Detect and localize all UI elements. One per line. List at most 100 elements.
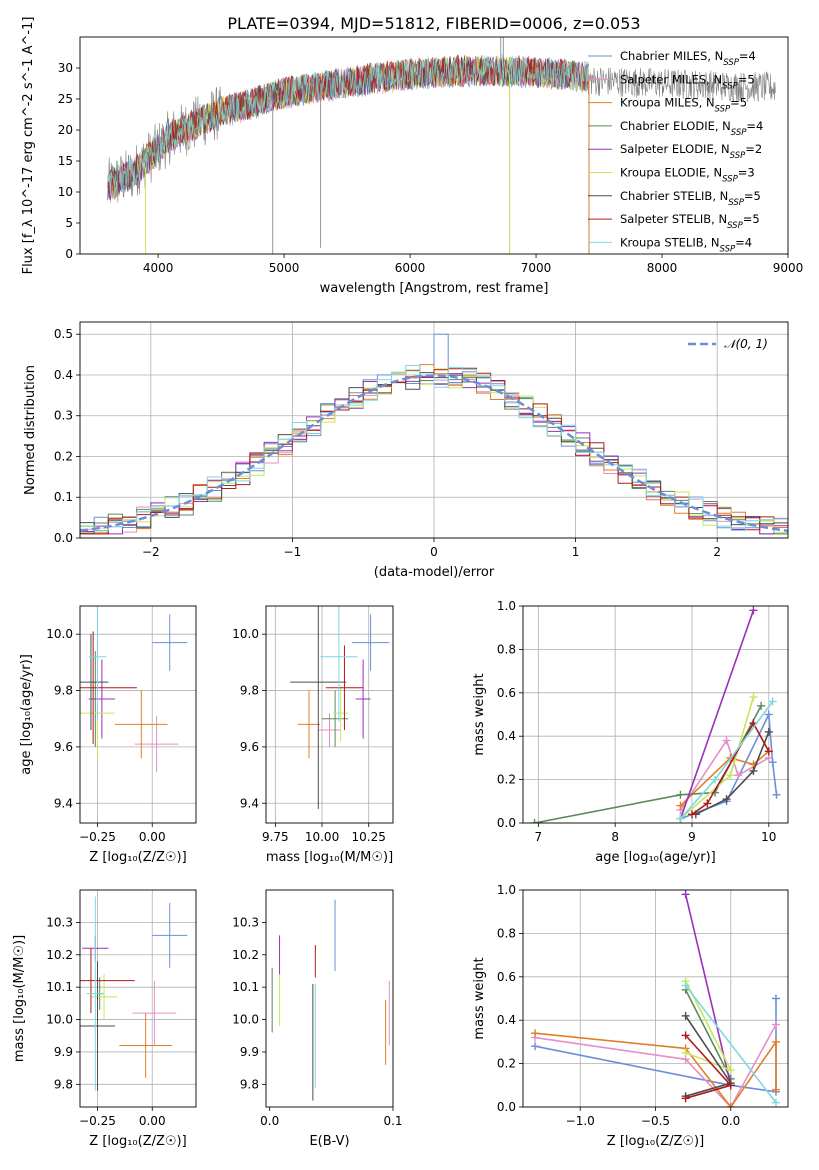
weight-line [684,894,732,1086]
gaussian-curve [80,374,788,533]
plot-area [531,890,780,1107]
legend-entry: Kroupa MILES, NSSP=5 [620,96,747,115]
y-tick-label: 25 [58,92,73,106]
error-bar-point [322,690,349,747]
age-vs-mass-panel: 9.75 10.00 10.25 9.4 9.6 9.8 10.0 mass [log₁₀(M… [232,605,394,865]
y-tick-label: 10.1 [232,980,259,994]
weight-marker [726,1103,735,1107]
model-spectrum [107,54,589,196]
weight-marker [764,727,773,736]
error-bar-point [80,961,116,1091]
weight-vs-metallicity-panel: −1.0 −0.5 0.0 0.0 0.2 0.4 0.6 0.8 1.0 Z [log₁₀(Z/… [472,883,789,1149]
y-tick-label: 0.0 [54,531,73,545]
legend-entry: Kroupa STELIB, NSSP=4 [620,235,752,254]
plot-area [271,899,390,1101]
y-tick-label: 0.0 [497,1100,516,1114]
y-tick-label: 10.2 [46,948,73,962]
legend-entry: Salpeter MILES, NSSP=5 [620,72,755,91]
weight-marker [711,775,720,784]
weight-marker [771,1098,780,1107]
x-tick-label: 6000 [395,261,426,275]
weight-marker [530,819,539,823]
weight-marker [749,766,758,775]
x-axis-label: Z [log₁₀(Z/Z☉)] [607,1134,704,1149]
y-tick-label: 0.4 [497,729,516,743]
grid [80,606,196,823]
weight-marker [681,1031,690,1040]
x-tick-label: 9.75 [262,830,289,844]
y-tick-label: 9.4 [240,796,259,810]
y-tick-label: 9.4 [54,796,73,810]
y-axis-label: Normed distribution [23,365,38,495]
y-tick-label: 10.3 [46,915,73,929]
plot-area [80,896,188,1091]
error-bar-point [80,948,135,1014]
weight-marker [726,1066,735,1075]
weight-marker [771,1085,780,1094]
x-tick-label: 0.0 [721,1114,740,1128]
weight-marker [772,790,781,799]
x-tick-label: 4000 [143,261,174,275]
y-tick-label: 30 [58,61,73,75]
weight-marker [687,810,696,819]
error-bar-point [297,690,321,759]
x-tick-label: 0 [430,545,438,559]
y-tick-label: 10.1 [46,980,73,994]
x-tick-label: 10 [761,830,776,844]
x-axis-label: Z [log₁₀(Z/Z☉)] [89,850,186,865]
x-tick-label: −0.5 [641,1114,670,1128]
x-tick-label: −0.25 [79,1114,116,1128]
x-tick-label: 0.1 [383,1114,402,1128]
error-bar-point [325,645,364,730]
model-spectrum [107,54,589,199]
error-bar-point [80,634,109,730]
weight-marker [676,814,685,823]
weight-marker [722,736,731,745]
y-tick-label: 15 [58,154,73,168]
y-axis-label: age [log₁₀(age/yr)] [19,654,34,775]
error-bar-point [132,980,177,1046]
error-bar-point [290,606,347,809]
plot-area [290,606,390,809]
axes-frame [79,36,789,255]
weight-marker [531,1042,540,1051]
error-bar-point [152,614,188,671]
x-tick-label: −0.25 [79,830,116,844]
x-tick-label: 10.25 [352,830,386,844]
x-tick-label: 0.0 [260,1114,279,1128]
x-tick-label: 0.00 [139,1114,166,1128]
x-tick-label: −1.0 [566,1114,595,1128]
weight-line [684,985,777,1104]
axes-frame [522,605,789,824]
y-tick-label: 0.3 [54,409,73,423]
y-tick-label: 0.4 [497,1013,516,1027]
y-tick-label: 0.6 [497,686,516,700]
y-tick-label: 10.3 [232,915,259,929]
y-tick-label: 9.9 [54,1045,73,1059]
error-bar-point [80,631,137,745]
x-tick-label: 10.00 [305,830,339,844]
y-tick-label: 0.1 [54,490,73,504]
grid [266,606,393,823]
error-bar-point [86,896,105,1091]
y-tick-label: 20 [58,123,73,137]
x-tick-label: 9000 [773,261,804,275]
y-tick-label: 0.2 [497,773,516,787]
y-tick-label: 10.0 [232,627,259,641]
age-vs-metallicity-panel: −0.25 0.00 9.4 9.6 9.8 10.0 Z [log₁₀(Z/Z☉)] age… [19,605,197,865]
y-axis-label: mass weight [472,957,487,1039]
error-bar-point [115,690,168,759]
y-tick-label: 0.5 [54,327,73,341]
weight-marker [681,1048,690,1057]
histogram-series [80,365,788,532]
error-bar-point [320,606,358,722]
y-tick-label: 0.6 [497,970,516,984]
weight-marker [757,701,766,710]
axes-frame [79,605,197,824]
spectrum-panel: 4000 5000 6000 7000 8000 9000 0 5 10 15 20 25 30 wave… [21,17,803,296]
weight-marker [749,606,758,615]
y-tick-label: 0 [65,247,73,261]
x-axis-label: Z [log₁₀(Z/Z☉)] [89,1134,186,1149]
legend-entry: 𝒩(0, 1) [724,337,768,351]
y-tick-label: 0.2 [497,1057,516,1071]
